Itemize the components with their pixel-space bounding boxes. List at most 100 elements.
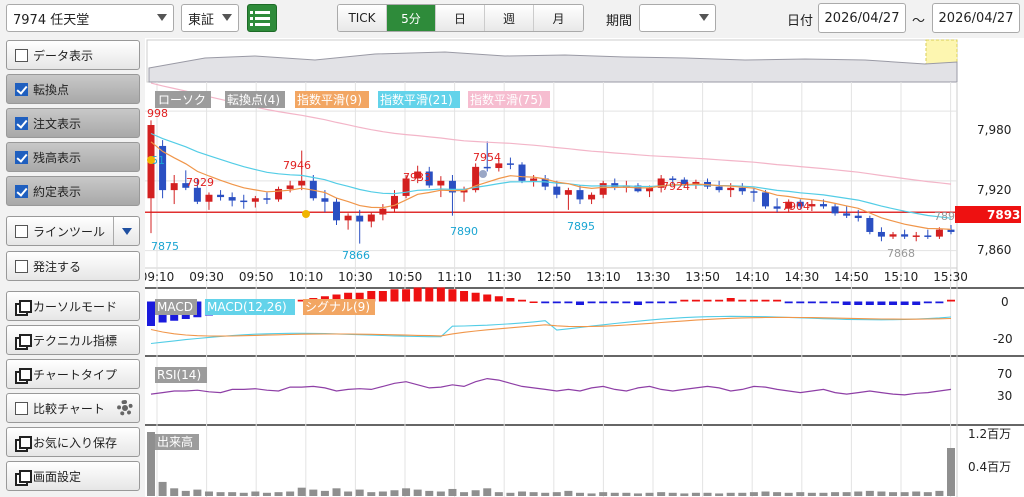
toggle-label: 約定表示 bbox=[33, 184, 82, 199]
gear-icon[interactable] bbox=[117, 400, 133, 416]
candle-body bbox=[518, 164, 526, 181]
volume-bar bbox=[471, 490, 480, 496]
candle-body bbox=[309, 180, 317, 199]
candle-body bbox=[263, 198, 271, 200]
volume-bar bbox=[506, 492, 515, 496]
macd-bar bbox=[575, 301, 584, 305]
chart-area[interactable]: 09:10 09:30 09:50 10:10 10:30 10:50 11:10 11:30… bbox=[140, 38, 1024, 497]
volume-bar bbox=[460, 492, 469, 496]
candle-body bbox=[854, 215, 862, 219]
checkbox[interactable] bbox=[15, 259, 28, 273]
time-tick: 09:50 bbox=[239, 270, 274, 284]
macd-bar bbox=[564, 301, 573, 304]
turning-point-labels: 998 7946 7929 7933 7954 7924 7904 7875 7… bbox=[147, 107, 915, 262]
legend-badge bbox=[303, 299, 375, 315]
macd-bar bbox=[425, 287, 434, 302]
button-label: チャートタイプ bbox=[33, 367, 117, 382]
checkbox[interactable] bbox=[15, 224, 28, 238]
chart-type-button[interactable]: チャートタイプ bbox=[6, 359, 140, 389]
tab-day[interactable]: 日 bbox=[436, 5, 485, 31]
candlestick-series bbox=[147, 120, 955, 244]
toggle-balance-display[interactable]: 残高表示 bbox=[6, 142, 140, 172]
save-favorite-button[interactable]: お気に入り保存 bbox=[6, 427, 140, 457]
time-tick: 14:30 bbox=[785, 270, 820, 284]
legend-badge bbox=[205, 299, 295, 315]
date-to-field[interactable]: 2026/04/27 bbox=[932, 3, 1020, 33]
tab-week[interactable]: 週 bbox=[485, 5, 534, 31]
tab-month[interactable]: 月 bbox=[534, 5, 583, 31]
cursor-mode-button[interactable]: カーソルモード bbox=[6, 291, 140, 321]
macd-bar bbox=[749, 299, 758, 302]
button-label: お気に入り保存 bbox=[33, 435, 118, 450]
time-tick: 10:50 bbox=[388, 270, 423, 284]
tab-5min[interactable]: 5分 bbox=[387, 5, 436, 31]
volume-bar bbox=[378, 491, 387, 496]
legend-badge bbox=[155, 91, 211, 108]
ema-lines bbox=[150, 82, 952, 230]
volume-bar bbox=[158, 481, 167, 496]
legend-badge bbox=[378, 91, 460, 108]
chevron-down-icon bbox=[699, 14, 709, 21]
line-tool-dropdown[interactable] bbox=[113, 217, 139, 245]
volume-bar bbox=[599, 492, 608, 496]
candle-body bbox=[356, 215, 364, 222]
candle-body bbox=[796, 201, 804, 207]
candle-body bbox=[680, 179, 688, 185]
tab-tick[interactable]: TICK bbox=[338, 5, 387, 31]
date-from-field[interactable]: 2026/04/27 bbox=[818, 3, 906, 33]
checkbox[interactable] bbox=[15, 401, 28, 415]
toggle-compare-chart[interactable]: 比較チャート bbox=[6, 393, 140, 423]
toggle-order-display[interactable]: 注文表示 bbox=[6, 108, 140, 138]
candle-body bbox=[182, 183, 190, 188]
candle-body bbox=[866, 218, 874, 232]
macd-bar bbox=[947, 299, 955, 302]
order-list-button[interactable] bbox=[247, 4, 277, 32]
volume-bar bbox=[703, 492, 712, 496]
macd-bar bbox=[518, 299, 527, 302]
candle-body bbox=[877, 231, 885, 237]
macd-bar bbox=[819, 301, 828, 304]
execution-marker bbox=[479, 170, 487, 178]
toggle-place-order[interactable]: 発注する bbox=[6, 251, 140, 281]
legend-badge bbox=[155, 434, 199, 450]
toggle-turning-point[interactable]: 転換点 bbox=[6, 74, 140, 104]
candle-body bbox=[924, 235, 932, 237]
screen-settings-button[interactable]: 画面設定 bbox=[6, 461, 140, 491]
volume-bar bbox=[668, 492, 677, 496]
candle-body bbox=[333, 201, 341, 221]
candle-body bbox=[217, 194, 225, 198]
volume-bar bbox=[274, 492, 283, 496]
candle-body bbox=[773, 206, 781, 209]
period-select[interactable] bbox=[639, 4, 716, 32]
macd-bar bbox=[332, 294, 341, 302]
legend-ema21: 指数平滑(21) bbox=[380, 92, 453, 107]
candle-body bbox=[472, 166, 480, 191]
volume-bar bbox=[262, 492, 271, 496]
toggle-line-tool[interactable]: ラインツール bbox=[6, 216, 140, 246]
volume-bar bbox=[784, 492, 793, 496]
rsi-tick: 70 bbox=[997, 367, 1012, 381]
checkbox[interactable] bbox=[15, 116, 28, 130]
toggle-data-display[interactable]: データ表示 bbox=[6, 40, 140, 70]
technical-indicator-button[interactable]: テクニカル指標 bbox=[6, 325, 140, 355]
candle-body bbox=[889, 234, 897, 237]
macd-bar bbox=[761, 299, 770, 302]
candle-body bbox=[727, 187, 735, 191]
toggle-execution-display[interactable]: 約定表示 bbox=[6, 176, 140, 206]
volume-bar bbox=[819, 492, 828, 496]
price-chart[interactable]: 09:10 09:30 09:50 10:10 10:30 10:50 11:10 11:30… bbox=[140, 38, 1024, 497]
volume-bar bbox=[807, 492, 816, 496]
high-label: 7924 bbox=[662, 180, 690, 193]
symbol-select[interactable]: 7974 任天堂 bbox=[6, 4, 174, 32]
checkbox[interactable] bbox=[15, 150, 28, 164]
volume-bar bbox=[402, 488, 411, 496]
time-tick: 15:10 bbox=[884, 270, 919, 284]
volume-bar bbox=[564, 490, 573, 496]
macd-bar bbox=[622, 301, 631, 304]
checkbox[interactable] bbox=[15, 48, 28, 62]
window-icon bbox=[15, 435, 32, 452]
timeframe-tabs: TICK 5分 日 週 月 bbox=[337, 4, 584, 32]
checkbox[interactable] bbox=[15, 184, 28, 198]
market-select[interactable]: 東証 bbox=[181, 4, 239, 32]
checkbox[interactable] bbox=[15, 82, 28, 96]
